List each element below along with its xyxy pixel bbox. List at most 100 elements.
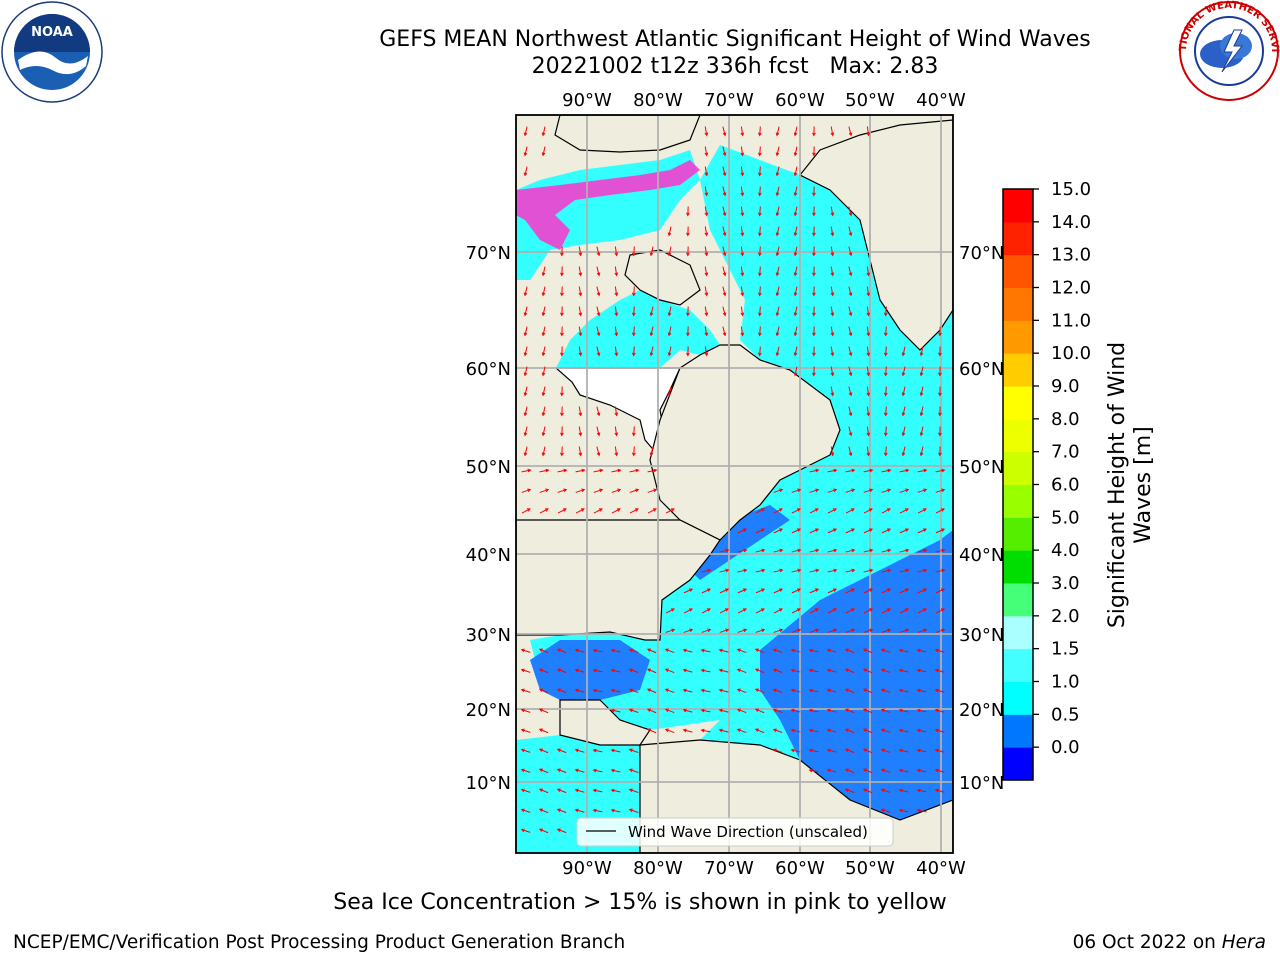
wind-wave-arrow: [883, 446, 888, 457]
wind-wave-arrow: [863, 528, 874, 534]
wind-wave-arrow: [560, 246, 564, 257]
wind-wave-arrow: [934, 728, 945, 733]
wind-wave-arrow: [578, 446, 583, 457]
wind-wave-arrow: [737, 588, 748, 594]
colorbar-bin: [1003, 615, 1033, 650]
wind-wave-arrow: [899, 508, 909, 514]
wind-wave-arrow: [596, 306, 601, 317]
wind-wave-arrow: [667, 306, 672, 317]
wind-wave-arrow: [614, 286, 619, 297]
wind-wave-arrow: [520, 648, 531, 653]
wind-wave-arrow: [574, 688, 585, 693]
wind-wave-arrow: [935, 568, 946, 573]
wind-wave-arrow: [793, 266, 798, 277]
wind-wave-arrow: [866, 286, 871, 297]
wind-wave-arrow: [667, 326, 672, 337]
coastal-band: [680, 505, 790, 580]
wind-wave-arrow: [790, 728, 801, 733]
wind-wave-arrow: [793, 126, 798, 137]
lon-tick-bottom: 70°W: [704, 858, 754, 879]
wind-wave-arrow: [523, 326, 528, 337]
wind-wave-arrow: [935, 608, 945, 614]
wind-wave-arrow: [938, 386, 942, 397]
wind-wave-arrow: [866, 266, 871, 277]
lat-tick-left: 10°N: [466, 773, 511, 794]
wind-wave-arrow: [610, 708, 621, 713]
wind-wave-arrow: [881, 548, 892, 553]
wind-wave-arrow: [775, 346, 780, 357]
wind-wave-arrow: [538, 708, 549, 714]
colorbar-tick-label: 14.0: [1051, 212, 1091, 233]
wind-wave-arrow: [520, 748, 531, 753]
colorbar-bin: [1003, 353, 1033, 387]
wind-wave-arrow: [757, 186, 762, 197]
wind-wave-arrow: [523, 286, 528, 297]
wind-wave-arrow: [592, 808, 603, 813]
wind-wave-arrow: [722, 166, 727, 177]
wind-wave-arrow: [827, 588, 838, 594]
wind-wave-arrow: [560, 406, 564, 417]
wind-wave-arrow: [883, 406, 888, 417]
wind-wave-arrow: [704, 286, 709, 297]
wind-wave-arrow: [541, 266, 546, 277]
wind-wave-arrow: [592, 768, 603, 773]
wind-wave-arrow: [704, 266, 709, 277]
wind-wave-arrow: [898, 768, 909, 773]
wind-wave-arrow: [718, 648, 729, 653]
wind-wave-arrow: [649, 346, 654, 357]
colorbar-bin: [1003, 550, 1033, 584]
wind-wave-arrow: [755, 628, 766, 633]
wind-wave-arrow: [880, 788, 891, 793]
wind-wave-arrow: [844, 668, 855, 674]
wind-wave-arrow: [866, 346, 871, 357]
wind-wave-arrow: [556, 688, 567, 694]
wind-wave-arrow: [737, 548, 748, 553]
wind-wave-arrow: [935, 588, 946, 594]
wind-wave-arrow: [649, 326, 654, 337]
wind-wave-arrow: [610, 688, 621, 693]
wind-wave-arrow: [631, 326, 636, 337]
wind-wave-arrow: [754, 648, 765, 654]
lon-tick-bottom: 50°W: [845, 858, 895, 879]
wind-wave-arrows: [520, 126, 946, 834]
wind-wave-arrow: [704, 226, 709, 237]
wind-wave-arrow: [848, 366, 853, 377]
wind-wave-arrow: [578, 406, 583, 417]
wind-wave-arrow: [722, 306, 727, 317]
deep-blue-band: [760, 530, 953, 820]
wind-wave-arrow: [523, 426, 528, 437]
colorbar-bin: [1003, 681, 1033, 715]
wind-wave-arrow: [539, 468, 550, 473]
wind-wave-arrow: [808, 668, 819, 673]
wind-wave-arrow: [898, 648, 909, 653]
colorbar-tick-label: 12.0: [1051, 278, 1091, 299]
wind-wave-arrow: [755, 568, 766, 573]
wind-wave-arrow: [790, 668, 801, 673]
wind-wave-arrow: [848, 426, 853, 437]
wind-wave-arrow: [772, 728, 783, 733]
wind-wave-arrow: [538, 788, 549, 794]
wind-wave-arrow: [740, 206, 745, 217]
wind-wave-arrow: [701, 608, 711, 614]
wind-wave-arrow: [919, 426, 924, 437]
wind-wave-arrow: [700, 648, 711, 653]
lon-tick-top: 80°W: [633, 90, 683, 111]
wind-wave-arrow: [740, 246, 745, 257]
wind-wave-arrow: [704, 146, 709, 157]
wind-wave-arrow: [722, 246, 727, 257]
wind-wave-arrow: [667, 246, 672, 257]
wind-wave-arrow: [883, 386, 888, 397]
wind-wave-arrow: [541, 146, 546, 157]
wind-wave-arrow: [938, 446, 942, 457]
wind-wave-arrow: [863, 548, 874, 553]
wind-wave-arrow: [935, 508, 945, 514]
wind-wave-arrow: [541, 126, 546, 137]
lat-tick-right: 20°N: [959, 700, 1004, 721]
wind-wave-arrow: [793, 346, 798, 357]
wind-wave-arrow: [830, 206, 835, 217]
footer-date: 06 Oct 2022 on Hera: [1073, 932, 1266, 953]
noaa-logo: NOAA: [1, 1, 103, 103]
wind-wave-arrow: [664, 668, 675, 674]
colorbar-tick-label: 3.0: [1051, 573, 1080, 594]
wind-wave-arrow: [649, 246, 654, 257]
